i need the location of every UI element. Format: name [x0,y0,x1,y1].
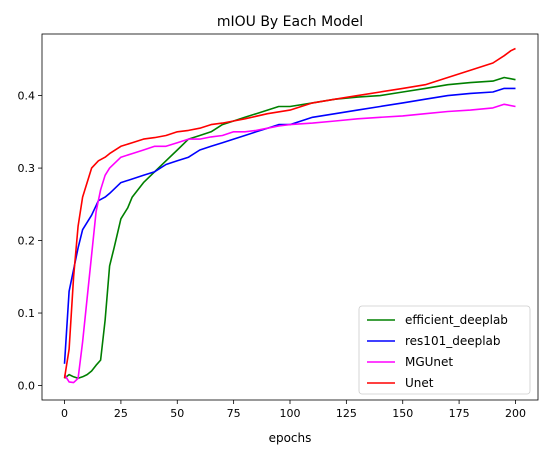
legend-label: MGUnet [405,355,453,369]
x-tick-label: 0 [61,407,68,420]
legend: efficient_deeplab res101_deeplab MGUnet Une… [358,305,531,395]
x-axis-label: epochs [269,431,312,445]
series-line-res101-deeplab [63,87,516,364]
series-line-unet [63,47,516,379]
x-tick-label: 150 [392,407,413,420]
chart-title: mIOU By Each Model [217,14,363,30]
y-axis: 0.0 0.1 0.2 0.3 0.4 [18,90,42,393]
x-tick-label: 75 [227,407,241,420]
legend-label: Unet [405,376,434,390]
x-tick-label: 200 [505,407,526,420]
series-line-efficient-deeplab [63,76,516,380]
x-tick-label: 175 [449,407,470,420]
legend-label: res101_deeplab [405,334,501,348]
y-tick-label: 0.1 [18,307,36,320]
series-line-mgunet [63,103,516,384]
y-tick-label: 0.3 [18,162,36,175]
y-tick-label: 0.4 [18,90,36,103]
x-tick-label: 25 [114,407,128,420]
legend-frame [358,305,531,395]
x-tick-label: 50 [170,407,184,420]
y-tick-label: 0.2 [18,235,36,248]
y-tick-label: 0.0 [18,380,36,393]
x-tick-label: 100 [280,407,301,420]
x-axis: 0 25 50 75 100 125 150 175 200 [61,400,526,420]
legend-label: efficient_deeplab [405,313,508,327]
x-tick-label: 125 [336,407,357,420]
series-lines [63,47,516,384]
